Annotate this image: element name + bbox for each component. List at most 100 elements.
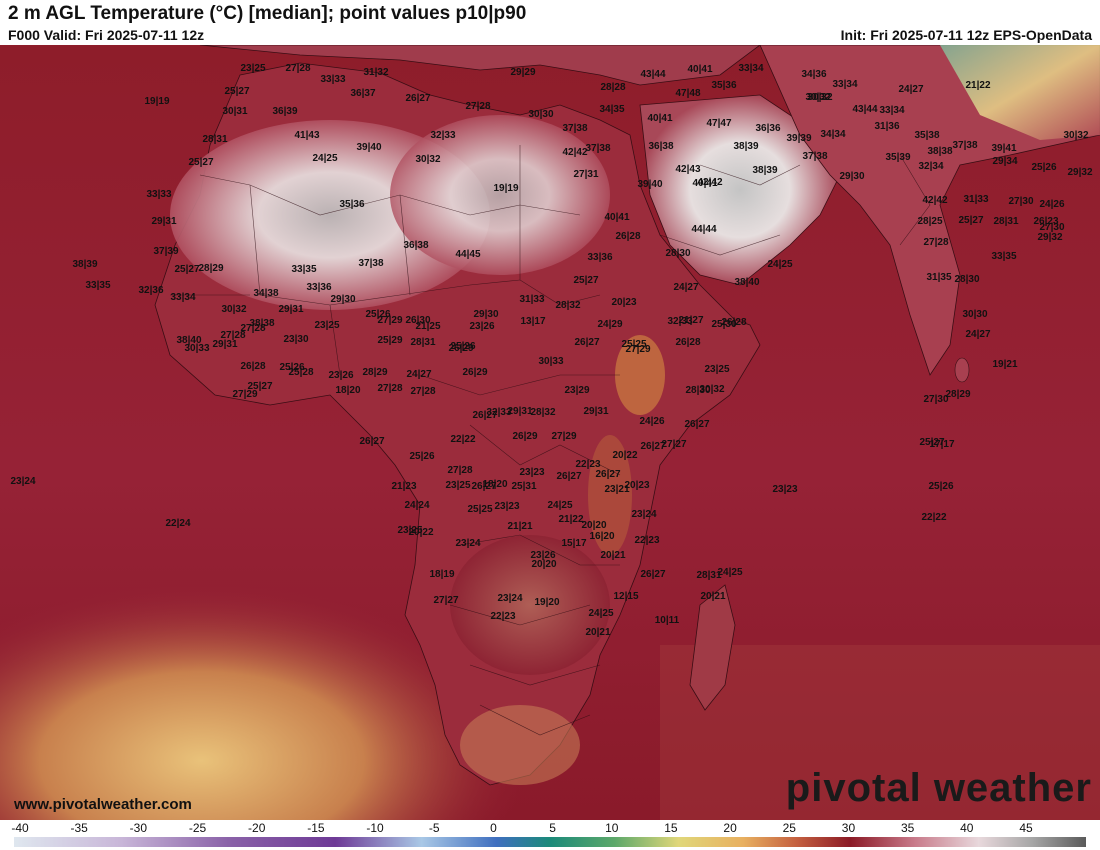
point-value-label: 25|27	[958, 215, 984, 226]
point-value-label: 25|31	[511, 481, 537, 492]
colorbar-tick-label: 30	[841, 821, 856, 835]
point-value-label: 34|38	[253, 288, 279, 299]
point-value-label: 22|23	[490, 611, 516, 622]
colorbar-tick-label: 20	[723, 821, 737, 835]
point-value-label: 23|23	[494, 501, 520, 512]
point-value-label: 37|38	[952, 140, 978, 151]
point-value-label: 33|34	[879, 105, 905, 116]
point-value-label: 33|34	[832, 79, 858, 90]
point-value-label: 12|15	[613, 591, 639, 602]
point-value-label: 25|26	[409, 451, 435, 462]
point-value-label: 21|23	[391, 481, 417, 492]
point-value-label: 21|22	[558, 514, 584, 525]
point-value-label: 40|41	[604, 212, 630, 223]
kalahari-region	[450, 535, 610, 675]
point-value-label: 37|38	[802, 151, 828, 162]
point-value-label: 30|30	[528, 109, 554, 120]
point-value-label: 36|37	[350, 88, 376, 99]
point-value-label: 24|26	[1039, 199, 1065, 210]
point-value-label: 23|26	[469, 321, 495, 332]
point-value-label: 32|33	[430, 130, 456, 141]
point-value-label: 37|39	[153, 246, 179, 257]
point-value-label: 36|36	[755, 123, 781, 134]
point-value-label: 31|36	[874, 121, 900, 132]
colorbar-tick-label: -25	[188, 821, 207, 835]
point-value-label: 30|32	[415, 154, 441, 165]
colorbar: -40 -35 -30 -25 -20 -15 -10 -5 0 5 10 15 20 25 30 35 40 4…	[0, 820, 1100, 850]
point-value-label: 32|36	[138, 285, 164, 296]
point-value-label: 26|27	[405, 93, 431, 104]
point-value-label: 23|21	[604, 484, 630, 495]
point-value-label: 26|27	[684, 419, 710, 430]
point-value-label: 20|22	[612, 450, 638, 461]
point-value-label: 20|20	[531, 559, 557, 570]
point-value-label: 33|35	[85, 280, 111, 291]
point-value-label: 35|39	[885, 152, 911, 163]
point-value-label: 28|31	[993, 216, 1019, 227]
point-value-label: 26|27	[574, 337, 600, 348]
europe-south	[199, 45, 761, 86]
point-value-label: 30|32	[807, 92, 833, 103]
point-value-label: 24|25	[767, 259, 793, 270]
point-value-label: 26|29	[512, 431, 538, 442]
point-value-label: 26|27	[595, 469, 621, 480]
point-value-label: 28|31	[410, 337, 436, 348]
east-african-highlands	[588, 435, 632, 555]
point-value-label: 30|33	[538, 356, 564, 367]
point-value-label: 27|28	[220, 330, 246, 341]
map-header: 2 m AGL Temperature (°C) [median]; point…	[0, 0, 1100, 45]
point-value-label: 38|40	[176, 335, 202, 346]
point-value-label: 25|26	[365, 309, 391, 320]
point-value-label: 28|28	[600, 82, 626, 93]
colorbar-tick-label: 25	[782, 821, 796, 835]
point-value-label: 29|31	[212, 339, 238, 350]
point-value-label: 19|19	[493, 183, 519, 194]
point-value-label: 36|38	[403, 240, 429, 251]
point-value-label: 25|30	[711, 319, 737, 330]
country-borders	[170, 145, 931, 736]
point-value-label: 23|25	[314, 320, 340, 331]
point-value-label: 27|28	[377, 383, 403, 394]
colorbar-tick-label: 15	[664, 821, 678, 835]
init-time: Init: Fri 2025-07-11 12z EPS-OpenData	[840, 27, 1092, 43]
ethiopian-highlands	[615, 335, 665, 415]
point-value-label: 26|27	[359, 436, 385, 447]
point-value-label: 33|33	[146, 189, 172, 200]
colorbar-tick-label: -40	[11, 821, 29, 835]
point-value-label: 28|31	[696, 570, 722, 581]
point-value-label: 22|23	[634, 535, 660, 546]
point-value-label: 28|29	[198, 263, 224, 274]
point-value-label: 42|42	[922, 195, 948, 206]
point-value-label: 31|33	[519, 294, 545, 305]
point-value-label: 28|25	[917, 216, 943, 227]
point-value-label: 40|41	[692, 178, 718, 189]
point-value-label: 34|34	[820, 129, 846, 140]
point-value-label: 28|30	[685, 385, 711, 396]
point-value-label: 32|34	[918, 161, 944, 172]
point-value-label: 33|36	[587, 252, 613, 263]
website-url[interactable]: www.pivotalweather.com	[14, 796, 192, 813]
point-value-label: 30|31	[222, 106, 248, 117]
point-value-label: 29|31	[151, 216, 177, 227]
point-value-label: 25|27	[174, 264, 200, 275]
point-value-label: 24|27	[673, 282, 699, 293]
point-value-label: 36|38	[648, 141, 674, 152]
point-value-label: 34|36	[801, 69, 827, 80]
point-value-label: 23|30	[283, 334, 309, 345]
point-value-label: 34|35	[599, 104, 625, 115]
point-value-label: 26|29	[448, 343, 474, 354]
point-value-label: 33|33	[320, 74, 346, 85]
point-value-label: 36|39	[272, 106, 298, 117]
point-value-label: 27|29	[625, 344, 651, 355]
point-value-label: 25|26	[450, 341, 476, 352]
point-value-label: 29|31	[507, 406, 533, 417]
point-value-label: 19|19	[144, 96, 170, 107]
valid-time: F000 Valid: Fri 2025-07-11 12z	[8, 27, 205, 43]
colorbar-tick-label: -30	[129, 821, 148, 835]
point-value-label: 29|32	[1067, 167, 1093, 178]
point-value-label: 29|30	[839, 171, 865, 182]
temperature-map[interactable]: 23|25 27|28 33|33 31|32 29|29 28|28 43|44 40|41…	[0, 45, 1100, 820]
point-value-label: 13|17	[520, 316, 546, 327]
point-value-label: 20|20	[581, 520, 607, 531]
point-value-label: 25|27	[573, 275, 599, 286]
